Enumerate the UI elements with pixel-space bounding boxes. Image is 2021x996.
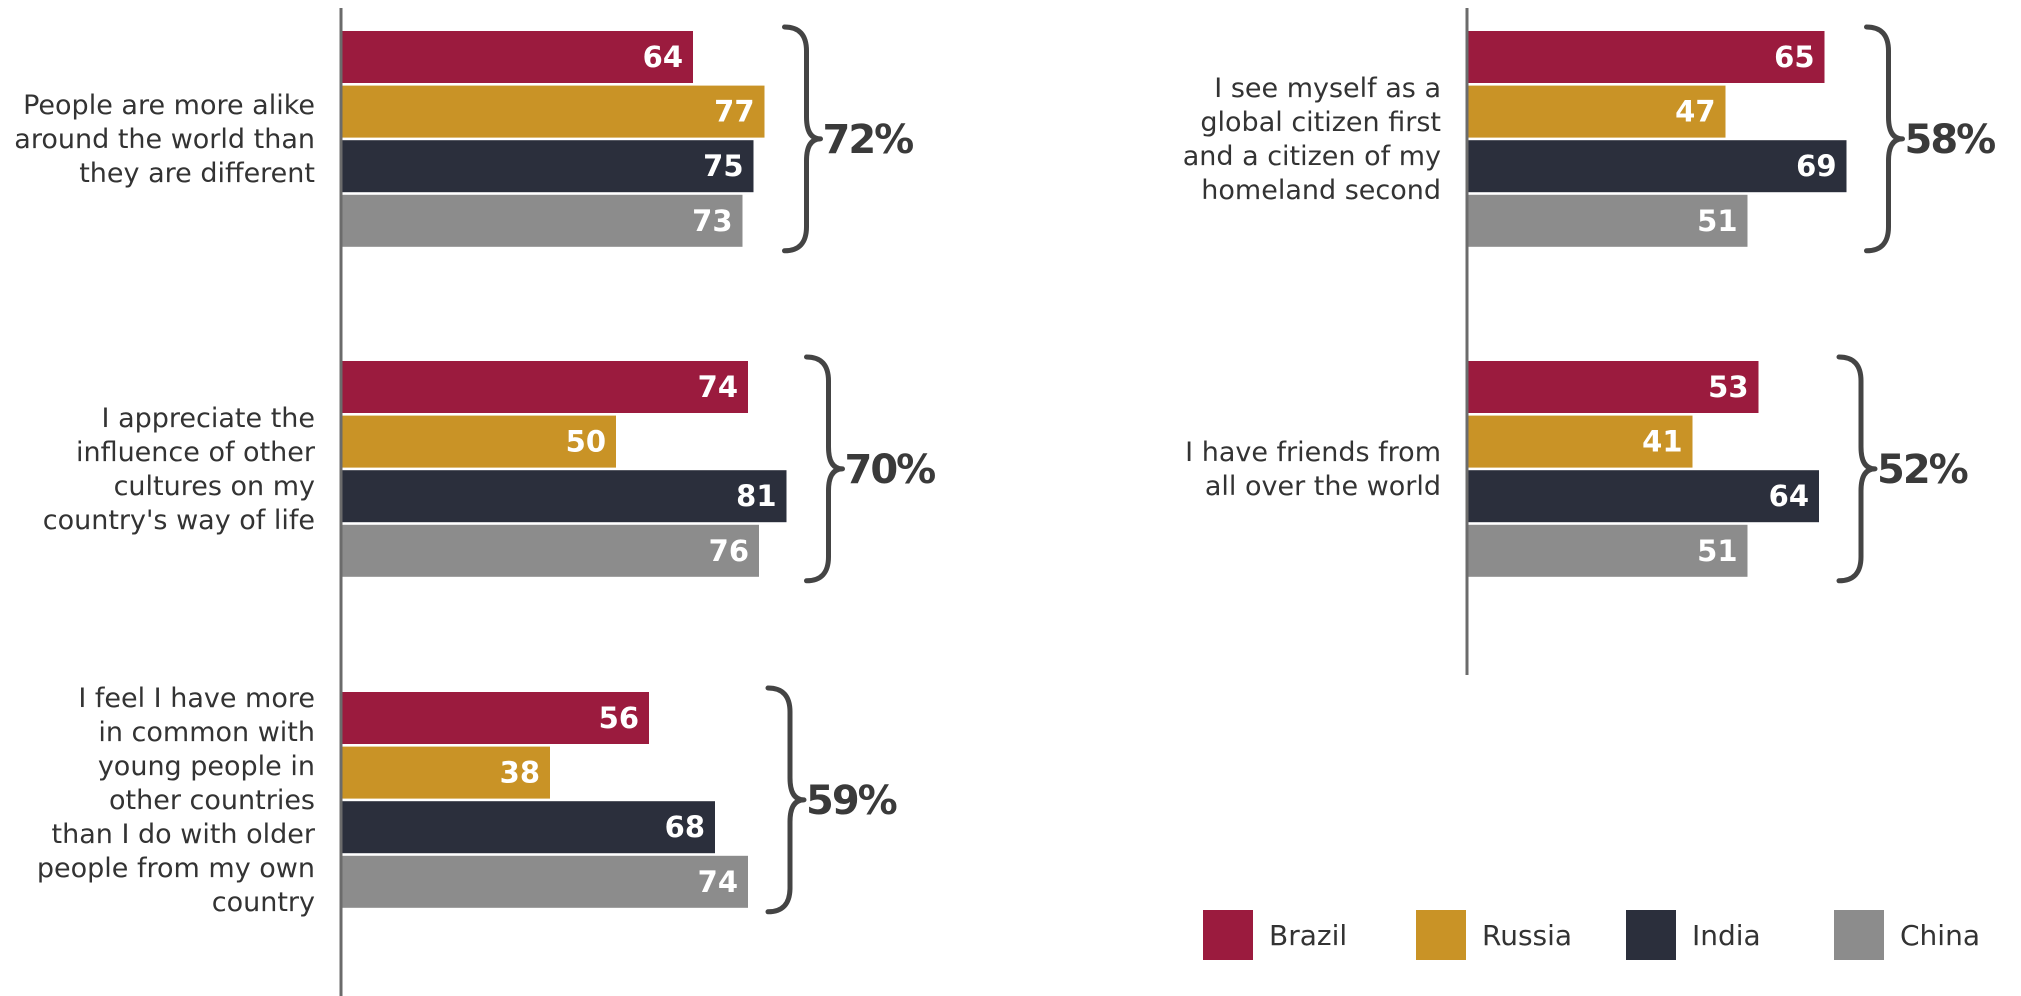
group-brace [782, 24, 823, 254]
question-label: I feel I have more in common with young pe… [37, 683, 316, 918]
bar-india [1468, 470, 1819, 523]
bar-group: 74 50 81 76 I appreciate the influence of oth… [43, 354, 937, 584]
bar-india [342, 801, 715, 854]
legend-label-china: China [1900, 919, 1980, 952]
legend-swatch-india [1626, 910, 1676, 960]
bar-india [1468, 140, 1847, 193]
bar-value-label: 56 [599, 701, 639, 735]
bar-value-label: 51 [1697, 534, 1737, 568]
group-average-label: 72% [823, 117, 914, 163]
bar-russia [342, 746, 550, 799]
bar-india [342, 470, 787, 523]
bar-value-label: 68 [665, 810, 705, 844]
bar-value-label: 51 [1697, 204, 1737, 238]
bar-brazil [1468, 31, 1825, 83]
bar-china [342, 524, 759, 577]
legend-label-india: India [1692, 919, 1761, 952]
bar-china [342, 194, 743, 247]
bar-china [342, 855, 748, 908]
legend-swatch-brazil [1203, 910, 1253, 960]
group-brace [765, 685, 807, 915]
bar-value-label: 77 [714, 95, 754, 129]
group-average-label: 70% [845, 447, 936, 493]
group-average-label: 59% [806, 778, 897, 824]
bar-russia [1468, 85, 1726, 138]
bar-brazil [342, 31, 693, 83]
legend-label-russia: Russia [1482, 919, 1572, 952]
bar-india [342, 140, 754, 193]
bar-brazil [342, 692, 649, 744]
bar-value-label: 74 [698, 370, 738, 404]
bar-value-label: 50 [566, 425, 606, 459]
bar-value-label: 64 [1769, 479, 1809, 513]
bar-group: 65 47 69 51 I see myself as a global citizen … [1183, 24, 1997, 254]
bar-group: 53 41 64 51 I have friends from all over the … [1185, 354, 1970, 584]
group-brace [1864, 24, 1905, 254]
question-label: I have friends from all over the world [1185, 437, 1441, 502]
bar-group: 64 77 75 73 People are more alike around the … [14, 24, 915, 254]
bar-value-label: 53 [1708, 370, 1748, 404]
bar-russia [1468, 415, 1693, 468]
question-label: I appreciate the influence of other cultur… [43, 403, 316, 536]
bar-value-label: 65 [1774, 40, 1814, 74]
bar-china [1468, 524, 1748, 577]
bar-value-label: 81 [736, 479, 776, 513]
bar-value-label: 41 [1642, 425, 1682, 459]
bar-value-label: 75 [703, 149, 743, 183]
bar-value-label: 76 [709, 534, 749, 568]
legend-label-brazil: Brazil [1269, 919, 1347, 952]
bar-brazil [342, 361, 748, 413]
bar-russia [342, 85, 765, 138]
bar-value-label: 47 [1675, 95, 1715, 129]
group-brace [804, 354, 845, 584]
group-brace [1836, 354, 1878, 584]
group-average-label: 58% [1905, 117, 1996, 163]
legend: Brazil Russia India China [1203, 910, 1980, 960]
bar-value-label: 69 [1796, 149, 1836, 183]
bar-russia [342, 415, 616, 468]
question-label: I see myself as a global citizen first and… [1183, 73, 1441, 206]
question-label: People are more alike around the world th… [14, 90, 315, 189]
bar-value-label: 74 [698, 865, 738, 899]
bar-china [1468, 194, 1748, 247]
bar-group: 56 38 68 74 I feel I have more in common with… [37, 683, 899, 918]
group-average-label: 52% [1877, 447, 1968, 493]
bar-value-label: 64 [643, 40, 683, 74]
bar-value-label: 73 [692, 204, 732, 238]
bar-value-label: 38 [500, 756, 540, 790]
bar-brazil [1468, 361, 1759, 413]
legend-swatch-china [1834, 910, 1884, 960]
legend-swatch-russia [1416, 910, 1466, 960]
